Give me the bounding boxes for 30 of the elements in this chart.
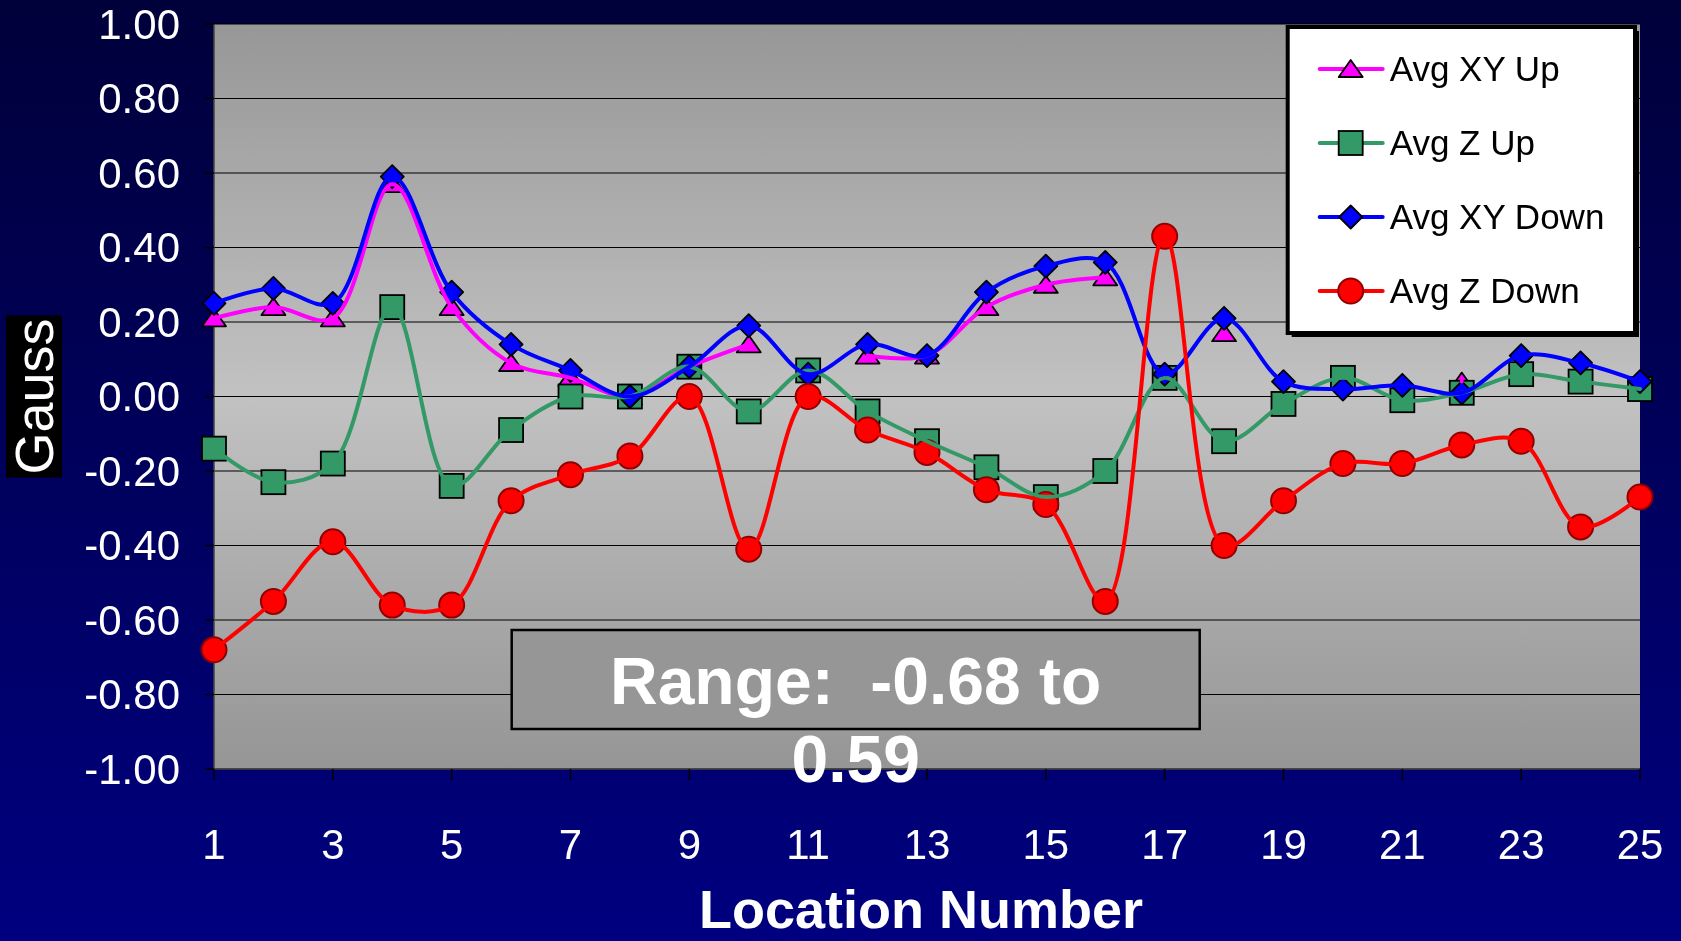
- x-tick-label: 5: [439, 821, 464, 868]
- legend-label: Avg XY Up: [1389, 49, 1560, 89]
- x-tick-label: 19: [1260, 821, 1307, 868]
- x-axis-title: Location Number: [698, 879, 1144, 939]
- y-tick-label: -0.80: [84, 671, 180, 719]
- x-tick-label: 15: [1022, 821, 1070, 868]
- legend-label: Avg Z Down: [1389, 271, 1580, 311]
- x-tick-label: 1: [202, 821, 226, 868]
- x-tick-label: 17: [1141, 821, 1189, 868]
- x-tick-label: 23: [1497, 821, 1545, 868]
- y-tick-label: 0.80: [98, 75, 180, 123]
- y-tick-label: 0.40: [98, 224, 180, 272]
- x-tick-label: 3: [321, 821, 345, 868]
- x-tick-label: 21: [1378, 821, 1426, 868]
- x-tick-label: 11: [786, 821, 830, 868]
- y-tick-label: 0.00: [98, 373, 180, 421]
- y-tick-label: -0.20: [84, 447, 180, 495]
- point: [201, 435, 227, 462]
- legend-label: Avg Z Up: [1389, 123, 1535, 163]
- x-tick-label: 9: [677, 821, 702, 868]
- y-tick-label: 0.20: [98, 298, 180, 346]
- y-tick-label: -0.60: [84, 596, 180, 644]
- x-tick-label: 25: [1616, 821, 1664, 868]
- x-tick-label: 13: [903, 821, 951, 868]
- legend-label: Avg XY Down: [1389, 197, 1605, 237]
- x-tick-label: 7: [558, 821, 583, 868]
- y-tick-label: -0.40: [84, 522, 180, 570]
- y-tick-label: 0.60: [98, 149, 180, 197]
- y-tick-label: 1.00: [98, 0, 180, 48]
- y-tick-label: -1.00: [84, 745, 180, 793]
